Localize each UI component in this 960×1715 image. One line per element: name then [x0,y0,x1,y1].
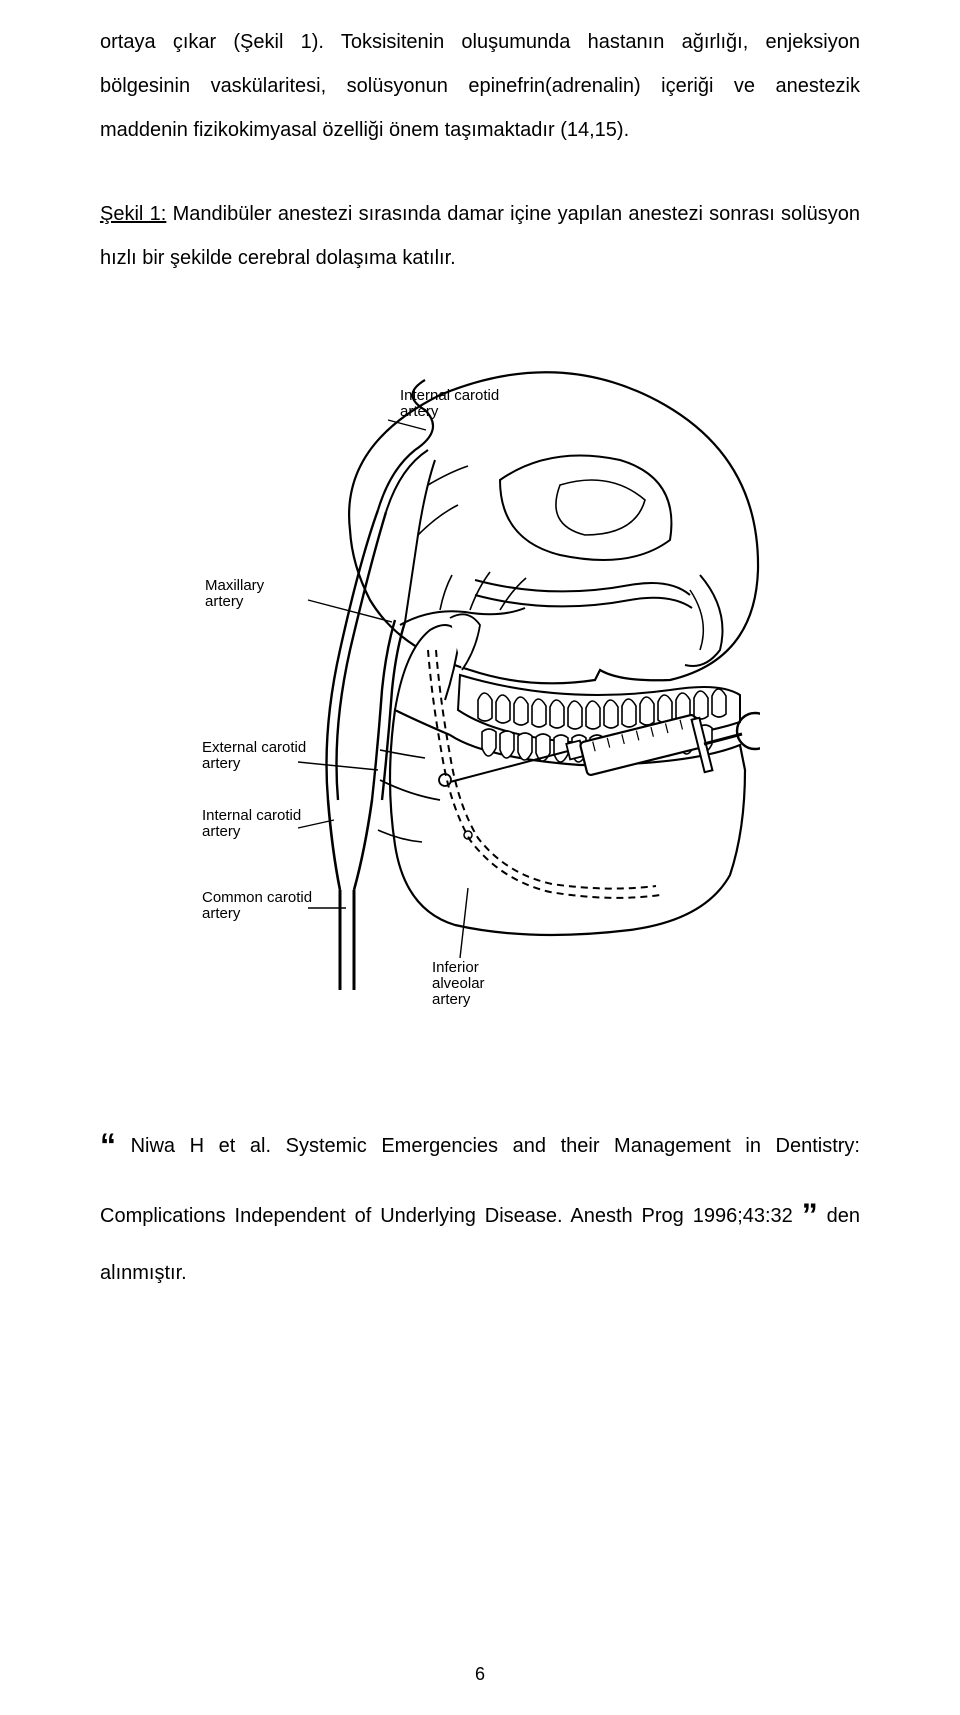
anatomy-svg: Internal carotidartery Maxillaryartery E… [200,350,760,1030]
open-quote: “ [100,1127,116,1163]
figure-caption-label: Şekil 1: [100,203,166,225]
anatomy-figure: Internal carotidartery Maxillaryartery E… [200,350,760,1030]
citation-body: Niwa H et al. Systemic Emergencies and t… [100,1135,860,1227]
figure-citation: “ Niwa H et al. Systemic Emergencies and… [100,1110,860,1295]
body-paragraph: ortaya çıkar (Şekil 1). Toksisitenin olu… [100,20,860,152]
page: ortaya çıkar (Şekil 1). Toksisitenin olu… [0,0,960,1715]
figure-caption-text: Mandibüler anestezi sırasında damar için… [100,203,860,269]
close-quote: ” [802,1197,818,1233]
figure-caption: Şekil 1: Mandibüler anestezi sırasında d… [100,192,860,280]
page-number: 6 [0,1664,960,1685]
